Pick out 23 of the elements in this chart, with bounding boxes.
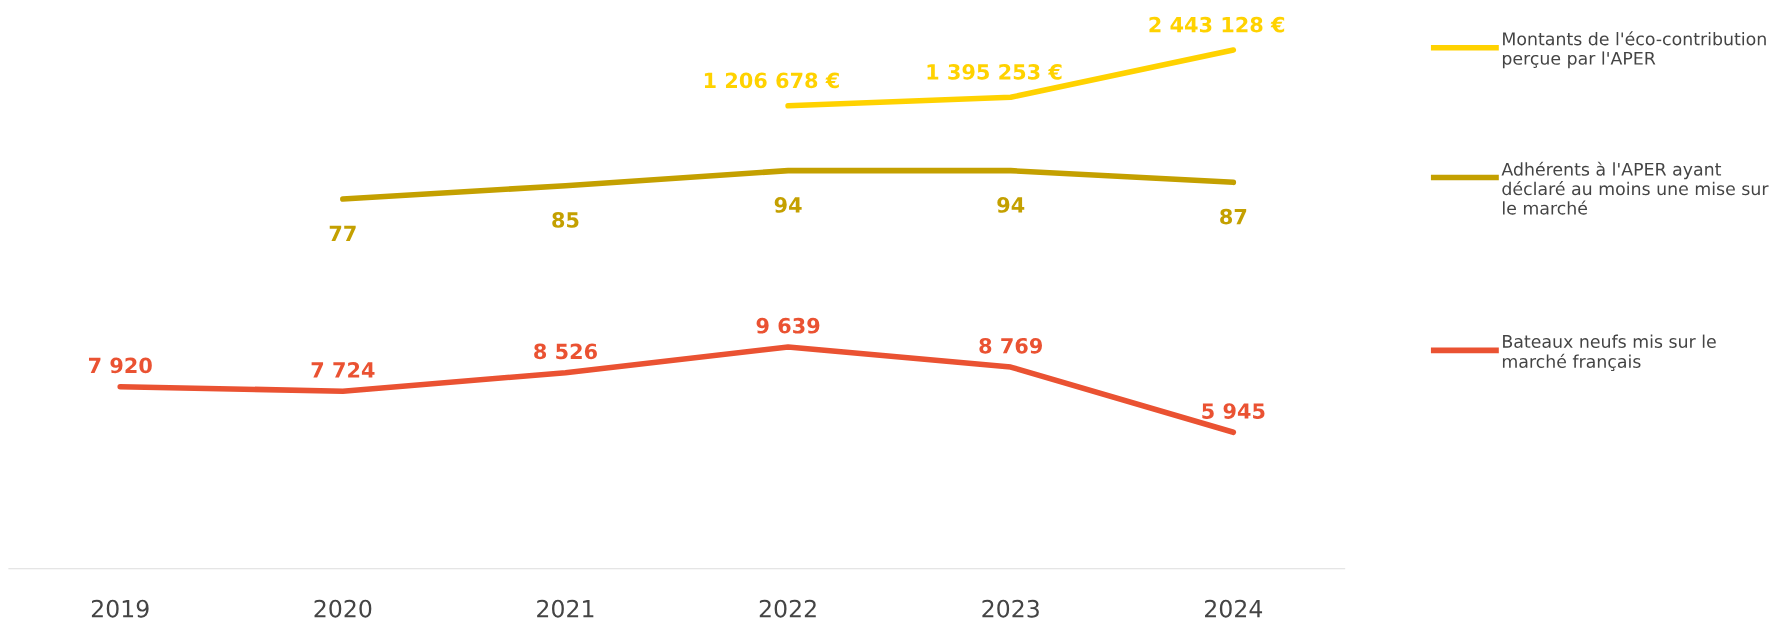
data-label: 5 945	[1202, 403, 1265, 419]
data-label: 94	[774, 197, 802, 213]
legend-label: Bateaux neufs mis sur le marché français	[1502, 334, 1716, 372]
data-label: 8 769	[979, 337, 1043, 354]
data-label: 1 206 678 €	[704, 72, 839, 89]
data-label: 2 443 128 €	[1149, 16, 1285, 33]
data-label: 7 920	[88, 357, 152, 374]
x-tick-label: 2021	[537, 599, 594, 618]
data-label: 1 395 253 €	[927, 63, 1062, 80]
legend-label: Montants de l'éco-contribution perçue par l'APER	[1502, 31, 1766, 69]
legend-label: Adhérents à l'APER ayant déclaré au moins une mise sur le marché	[1501, 161, 1769, 215]
data-label: 94	[997, 197, 1025, 213]
data-label: 77	[329, 225, 356, 241]
x-tick-label: 2024	[1205, 599, 1263, 618]
data-label: 8 526	[534, 343, 597, 360]
x-tick-label: 2023	[982, 599, 1039, 618]
x-tick-label: 2022	[759, 599, 816, 618]
x-tick-label: 2019	[91, 599, 149, 618]
data-label: 9 639	[756, 317, 820, 334]
data-label: 7 724	[311, 362, 375, 378]
data-label: 87	[1220, 208, 1247, 225]
data-label: 85	[552, 212, 579, 228]
x-tick-label: 2020	[314, 599, 372, 618]
